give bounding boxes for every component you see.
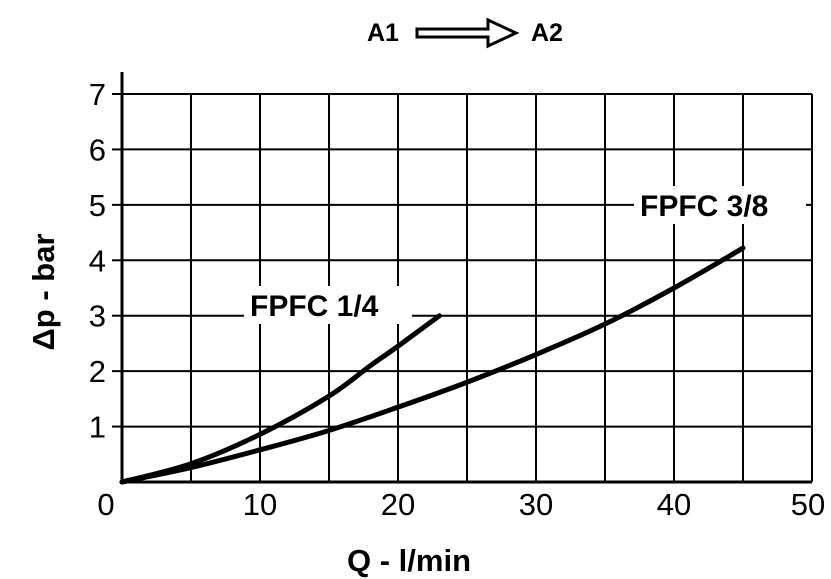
axes — [112, 72, 812, 484]
flow-to-label: A2 — [531, 19, 563, 47]
series-name-label: FPFC 1/4 — [250, 290, 379, 323]
flow-arrow-icon — [415, 17, 520, 49]
x-tick-label: 10 — [243, 487, 277, 522]
flow-from-label: A1 — [367, 19, 399, 47]
y-tick-label: 6 — [89, 132, 106, 167]
y-tick-label: 3 — [89, 299, 106, 334]
series-line — [119, 313, 442, 485]
y-tick-label: 2 — [89, 354, 106, 389]
y-tick-label: 4 — [89, 243, 106, 278]
x-axis-label: Q - l/min — [347, 543, 471, 578]
x-tick-label: 0 — [97, 487, 114, 522]
x-tick-label: 20 — [381, 487, 415, 522]
series-name-label: FPFC 3/8 — [640, 190, 768, 223]
y-tick-label: 5 — [89, 188, 106, 223]
series-label-background — [634, 186, 806, 224]
y-axis-label: Δp - bar — [26, 233, 61, 350]
x-tick-label: 30 — [519, 487, 553, 522]
grid — [122, 93, 813, 482]
series-lines: FPFC 1/4 FPFC 3/8 — [119, 186, 806, 485]
y-tick-label: 1 — [89, 410, 106, 445]
x-tick-label: 50 — [791, 487, 825, 522]
x-tick-label: 40 — [657, 487, 691, 522]
tick-labels: 0 10 20 30 40 50 1 2 3 4 5 6 7 — [89, 77, 825, 522]
flow-indicator: A1 A2 — [367, 17, 563, 49]
y-tick-label: 7 — [89, 77, 106, 112]
series-line — [119, 245, 746, 485]
series-label-background — [244, 286, 412, 324]
